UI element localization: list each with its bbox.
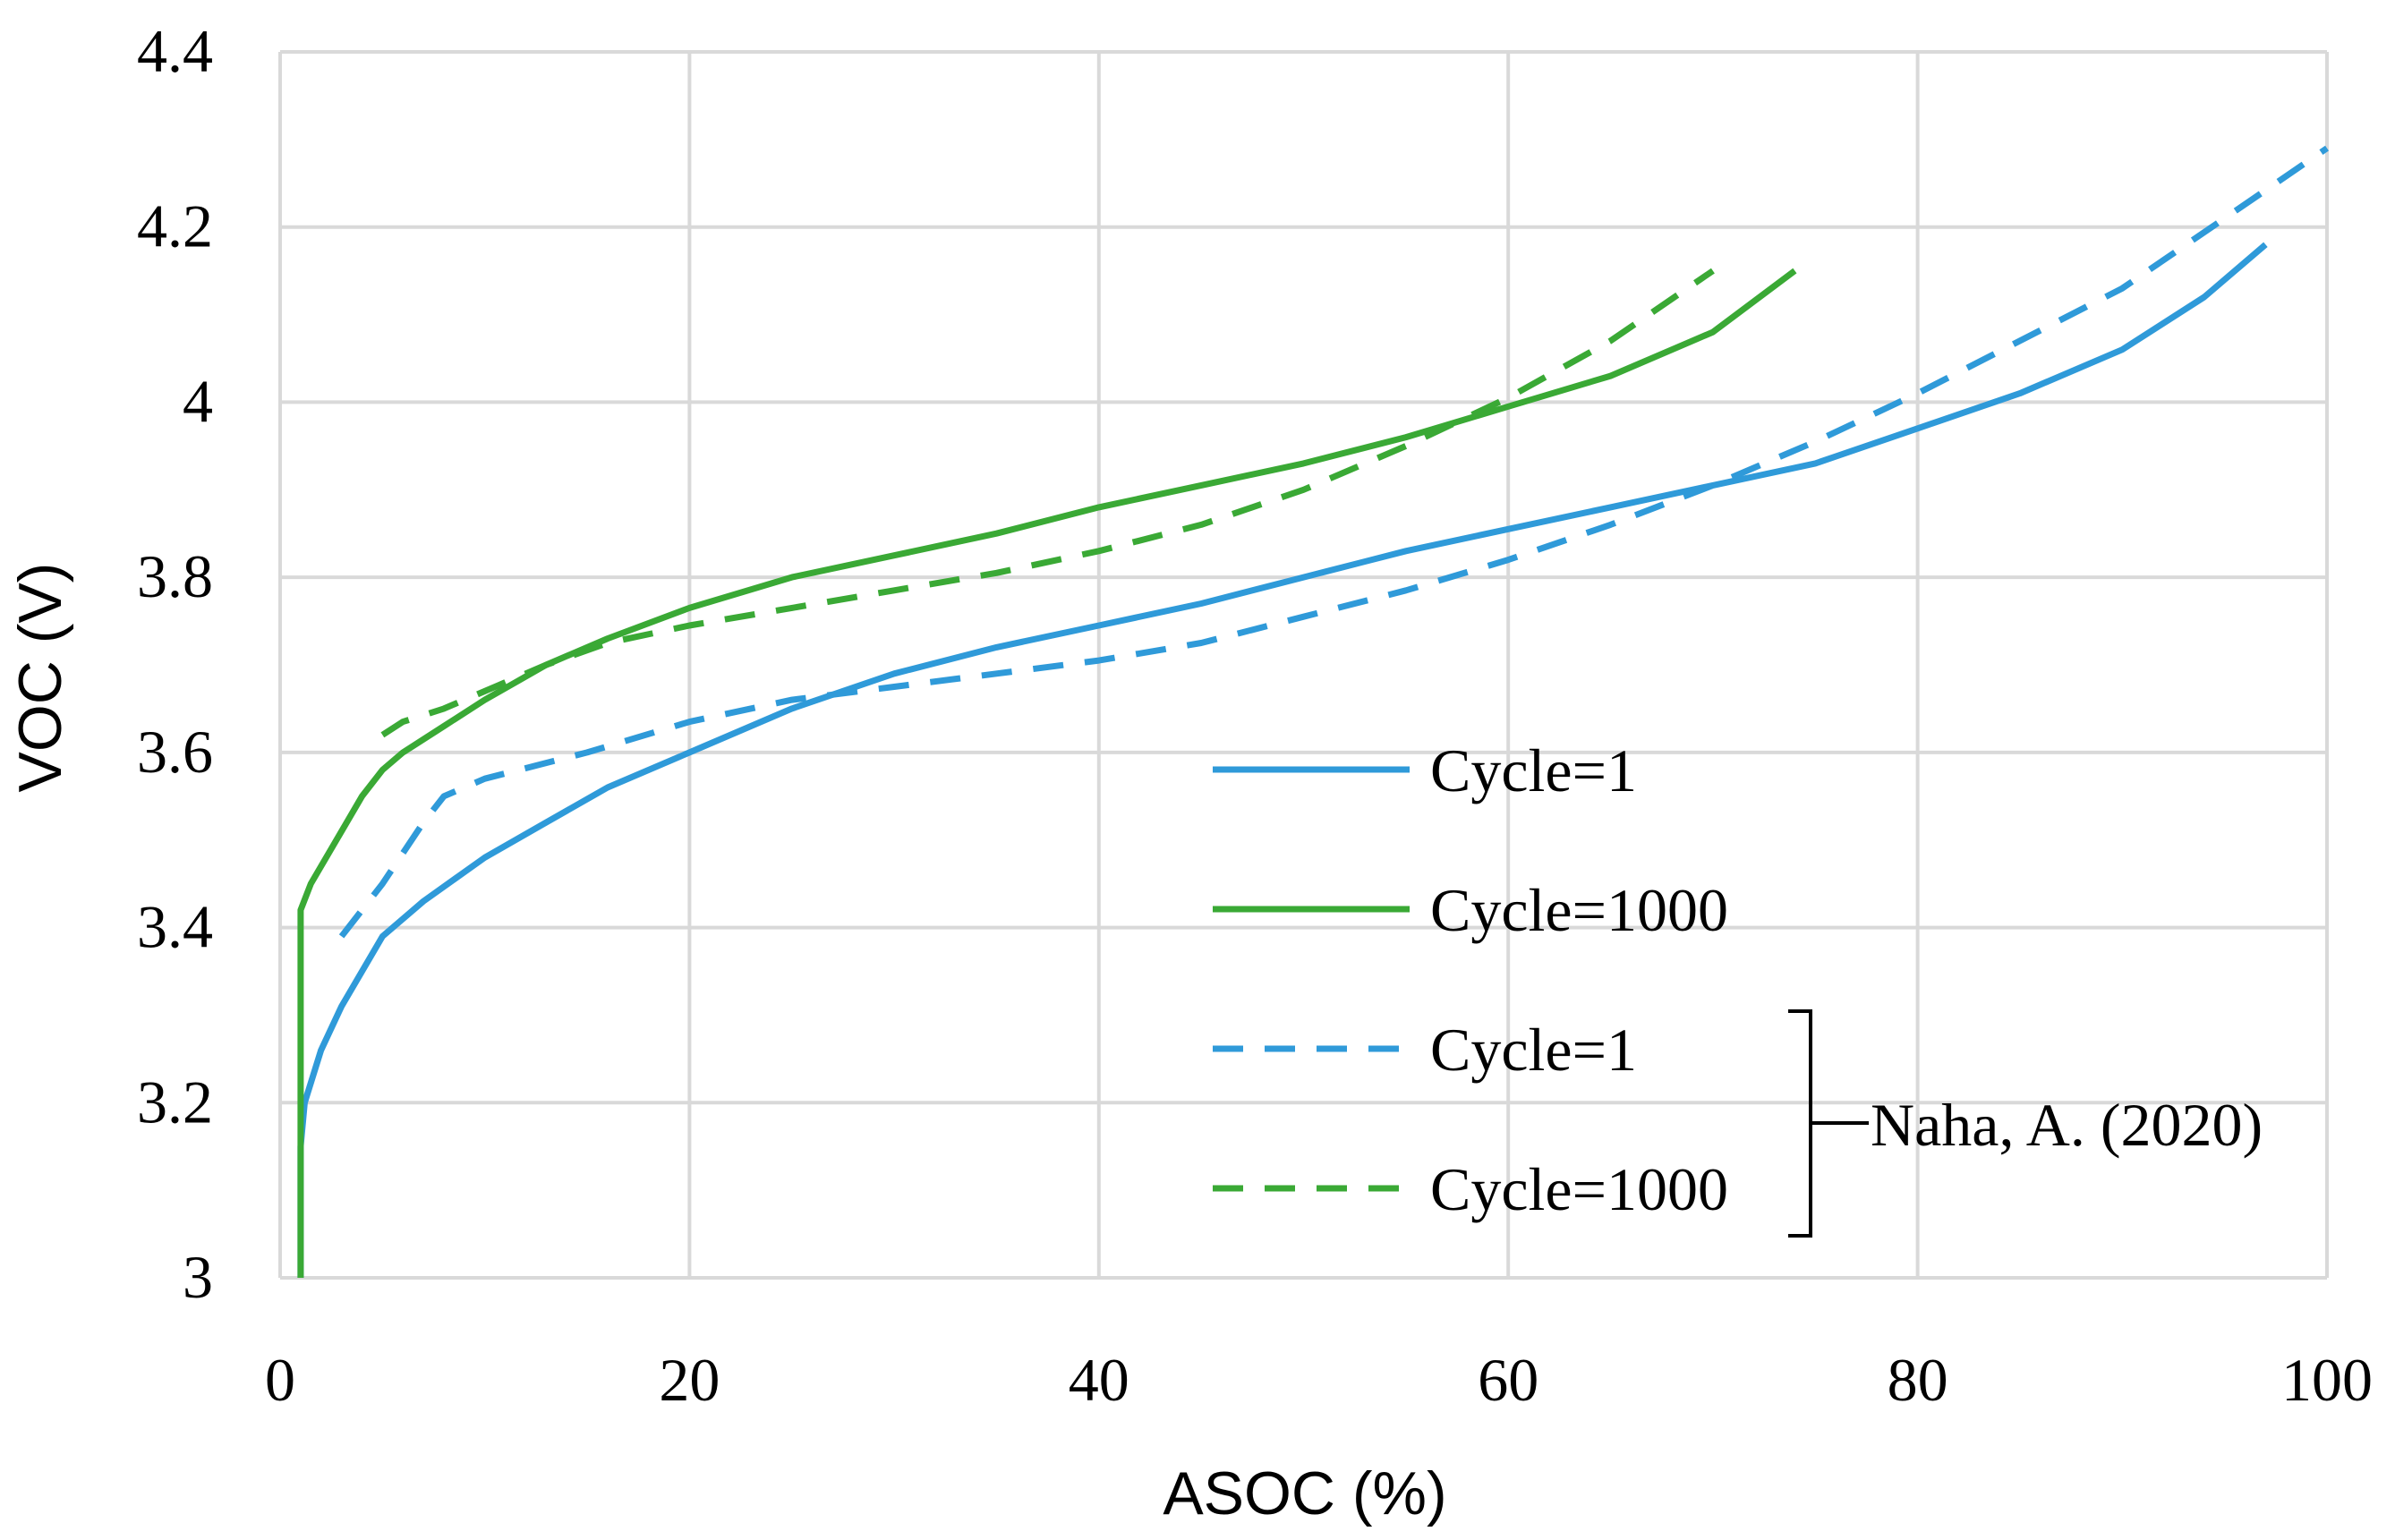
legend-label: Cycle=1 [1430,1016,1637,1084]
x-tick-label: 60 [1478,1346,1538,1414]
y-tick-labels: 3 3.2 3.4 3.6 3.8 4 4.2 4.4 [137,17,213,1311]
legend-label: Cycle=1 [1430,736,1637,804]
x-tick-labels: 0 20 40 60 80 100 [265,1346,2373,1414]
x-axis-title: ASOC (%) [1163,1459,1446,1527]
y-axis-title: VOC (V) [6,563,74,793]
y-tick-label: 3.4 [137,893,213,961]
x-tick-label: 100 [2281,1346,2373,1414]
series-line-dashed-cycle-1000 [380,268,1715,738]
legend: Cycle=1 Cycle=1000 Cycle=1 Cycle=1000 [1213,736,1728,1223]
y-tick-label: 4.2 [137,192,213,260]
x-tick-label: 0 [265,1346,295,1414]
series-line-dashed-cycle-1 [338,145,2329,939]
y-tick-label: 3.6 [137,718,213,786]
series-lines [297,145,2329,1278]
x-tick-label: 40 [1069,1346,1129,1414]
x-tick-label: 80 [1888,1346,1948,1414]
annotation-bracket: Naha, A. (2020) [1788,1009,2263,1238]
bracket-shape [1788,1009,1869,1238]
y-tick-label: 4.4 [137,17,213,85]
x-tick-label: 20 [659,1346,720,1414]
y-tick-label: 3.2 [137,1068,213,1136]
legend-label: Cycle=1000 [1430,1155,1728,1223]
y-tick-label: 3 [183,1243,213,1311]
legend-label: Cycle=1000 [1430,876,1728,944]
annotation-label: Naha, A. (2020) [1871,1091,2263,1159]
series-line-solid-cycle-1 [297,242,2268,1278]
y-tick-label: 3.8 [137,542,213,610]
y-tick-label: 4 [183,367,213,435]
